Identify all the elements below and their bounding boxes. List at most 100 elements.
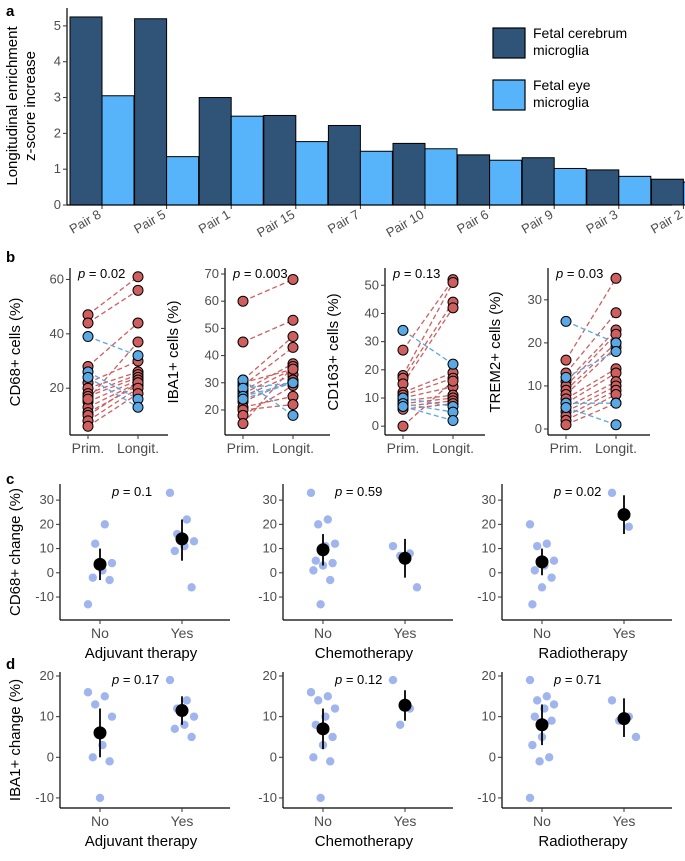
point-prim-blue xyxy=(237,393,249,405)
y-tick-label: 60 xyxy=(50,271,64,286)
y-tick-label: 20 xyxy=(205,402,219,417)
mean-point xyxy=(535,555,549,569)
pair-line-blue xyxy=(565,350,617,378)
legend-label-eye: Fetal eye microglia xyxy=(533,77,591,110)
pair-line-red xyxy=(402,394,454,402)
point-longit-blue xyxy=(287,409,299,421)
mean-point xyxy=(93,726,107,740)
legend-label-cerebrum: Fetal cerebrum microglia xyxy=(533,25,627,58)
p-value-text: = 0.1 xyxy=(119,484,152,499)
jitter-point xyxy=(330,539,340,548)
jitter-point xyxy=(330,704,340,713)
panel-letter-d: d xyxy=(6,656,15,673)
pair-line-red xyxy=(87,379,139,403)
p-value-text: = 0.59 xyxy=(342,484,382,499)
jitter-point xyxy=(547,573,556,582)
pair-line-red xyxy=(87,341,139,400)
paired-chart-b2: 20 30 40 50 60 70 Prim. Longit. IBA1+ cells (%) p… xyxy=(165,266,330,456)
paired-chart-b4: 0 10 20 30 Prim. Longit. TREM2+ cells (%) p = 0… xyxy=(487,266,650,456)
panel-letter-b: b xyxy=(6,249,15,266)
y-tick-label: 0 xyxy=(489,749,496,764)
jitter-point xyxy=(189,712,199,721)
point-longit-red xyxy=(447,375,459,387)
point-prim-red xyxy=(397,420,409,432)
y-tick-label: 30 xyxy=(205,375,219,390)
legend-line1: Fetal eye xyxy=(533,77,591,93)
bar-cerebrum-pair-8 xyxy=(69,16,103,206)
jitter-point xyxy=(91,700,100,709)
x-tick-label: Pair 15 xyxy=(254,207,297,241)
bar-eye-pair-6 xyxy=(489,159,523,206)
x-tick-label: No xyxy=(533,813,551,829)
jitter-point xyxy=(631,732,641,742)
jitter-point xyxy=(528,740,537,750)
mean-point xyxy=(535,718,549,732)
y-axis-title: IBA1+ change (%) xyxy=(7,679,24,801)
pair-line-red xyxy=(242,368,294,384)
jitter-point xyxy=(91,539,100,548)
jitter-point xyxy=(182,515,191,524)
pair-line-red xyxy=(565,312,617,374)
x-tick-label: No xyxy=(533,625,551,641)
pair-line-red xyxy=(565,333,617,387)
y-tick-label: 3 xyxy=(54,90,61,105)
mean-point xyxy=(93,557,107,571)
y-tick-label: 0 xyxy=(47,565,54,580)
x-tick-label: Pair 9 xyxy=(519,207,556,237)
y-tick-label: -10 xyxy=(258,589,277,604)
jitter-point xyxy=(88,573,98,582)
legend-line2: microglia xyxy=(533,94,589,110)
y-tick-label: 10 xyxy=(365,390,379,405)
pair-line-red xyxy=(87,382,139,416)
point-longit-red xyxy=(132,317,144,329)
point-prim-red xyxy=(560,354,572,366)
jitter-point xyxy=(170,724,179,734)
x-tick-label: Yes xyxy=(394,625,417,641)
panel-letter-c: c xyxy=(6,471,14,488)
p-value: p = 0.03 xyxy=(555,266,603,281)
x-axis-title: Radiotherapy xyxy=(538,833,628,850)
point-longit-red xyxy=(610,307,622,319)
point-longit-red xyxy=(287,399,299,411)
x-axis-title: Chemotherapy xyxy=(315,645,414,662)
point-longit-red xyxy=(287,341,299,353)
effect-chart-d: IBA1+ change (%) -10 0 10 20 No Yes Adjuvant th… xyxy=(7,668,672,850)
x-tick-label: Longit. xyxy=(272,440,314,456)
pair-line-blue xyxy=(242,382,294,389)
legend-line1: Fetal cerebrum xyxy=(533,25,627,41)
jitter-point xyxy=(533,541,542,551)
x-tick-label: Yes xyxy=(171,625,194,641)
pair-line-blue xyxy=(242,379,294,416)
jitter-point xyxy=(542,539,551,548)
y-tick-label: 40 xyxy=(50,326,64,341)
bar-cerebrum-pair-5 xyxy=(134,18,168,206)
point-longit-blue xyxy=(610,419,622,431)
point-prim-blue xyxy=(560,401,572,413)
jitter-point xyxy=(542,692,551,701)
x-tick-label: Prim. xyxy=(227,440,260,456)
y-tick-label: 50 xyxy=(365,277,379,292)
legend-line2: microglia xyxy=(533,42,589,58)
subplot-adjuvant-therapy: -10 0 10 20 30 No Yes Adjuvant therapy p = 0.1 xyxy=(35,484,230,662)
x-tick-label: No xyxy=(91,625,109,641)
pair-line-red xyxy=(242,366,294,424)
p-value: p = 0.12 xyxy=(334,672,382,687)
y-tick-label: 0 xyxy=(489,565,496,580)
pair-line-red xyxy=(242,319,294,343)
paired-chart-b3: 0 10 20 30 40 50 Prim. Longit. CD163+ cells (%) p… xyxy=(325,266,485,456)
bar-cerebrum-pair-3 xyxy=(586,169,620,206)
point-prim-red xyxy=(82,317,94,329)
jitter-point xyxy=(314,520,323,529)
subplot-radiotherapy: -10 0 10 20 30 No Yes Radiotherapy p = 0.02 xyxy=(477,484,672,662)
subplot-radiotherapy: -10 0 10 20 No Yes Radiotherapy p = 0.71 xyxy=(477,668,672,850)
pair-line-blue xyxy=(402,405,454,422)
y-tick-label: 10 xyxy=(40,709,54,724)
bar-eye-pair-10 xyxy=(424,148,458,206)
y-tick-label: 0 xyxy=(47,749,54,764)
pair-line-red xyxy=(87,289,139,324)
pair-line-red xyxy=(402,397,454,405)
y-tick-label: 10 xyxy=(528,378,542,393)
y-tick-label: 4 xyxy=(54,54,61,69)
jitter-point xyxy=(105,575,114,585)
y-tick-label: 50 xyxy=(205,320,219,335)
